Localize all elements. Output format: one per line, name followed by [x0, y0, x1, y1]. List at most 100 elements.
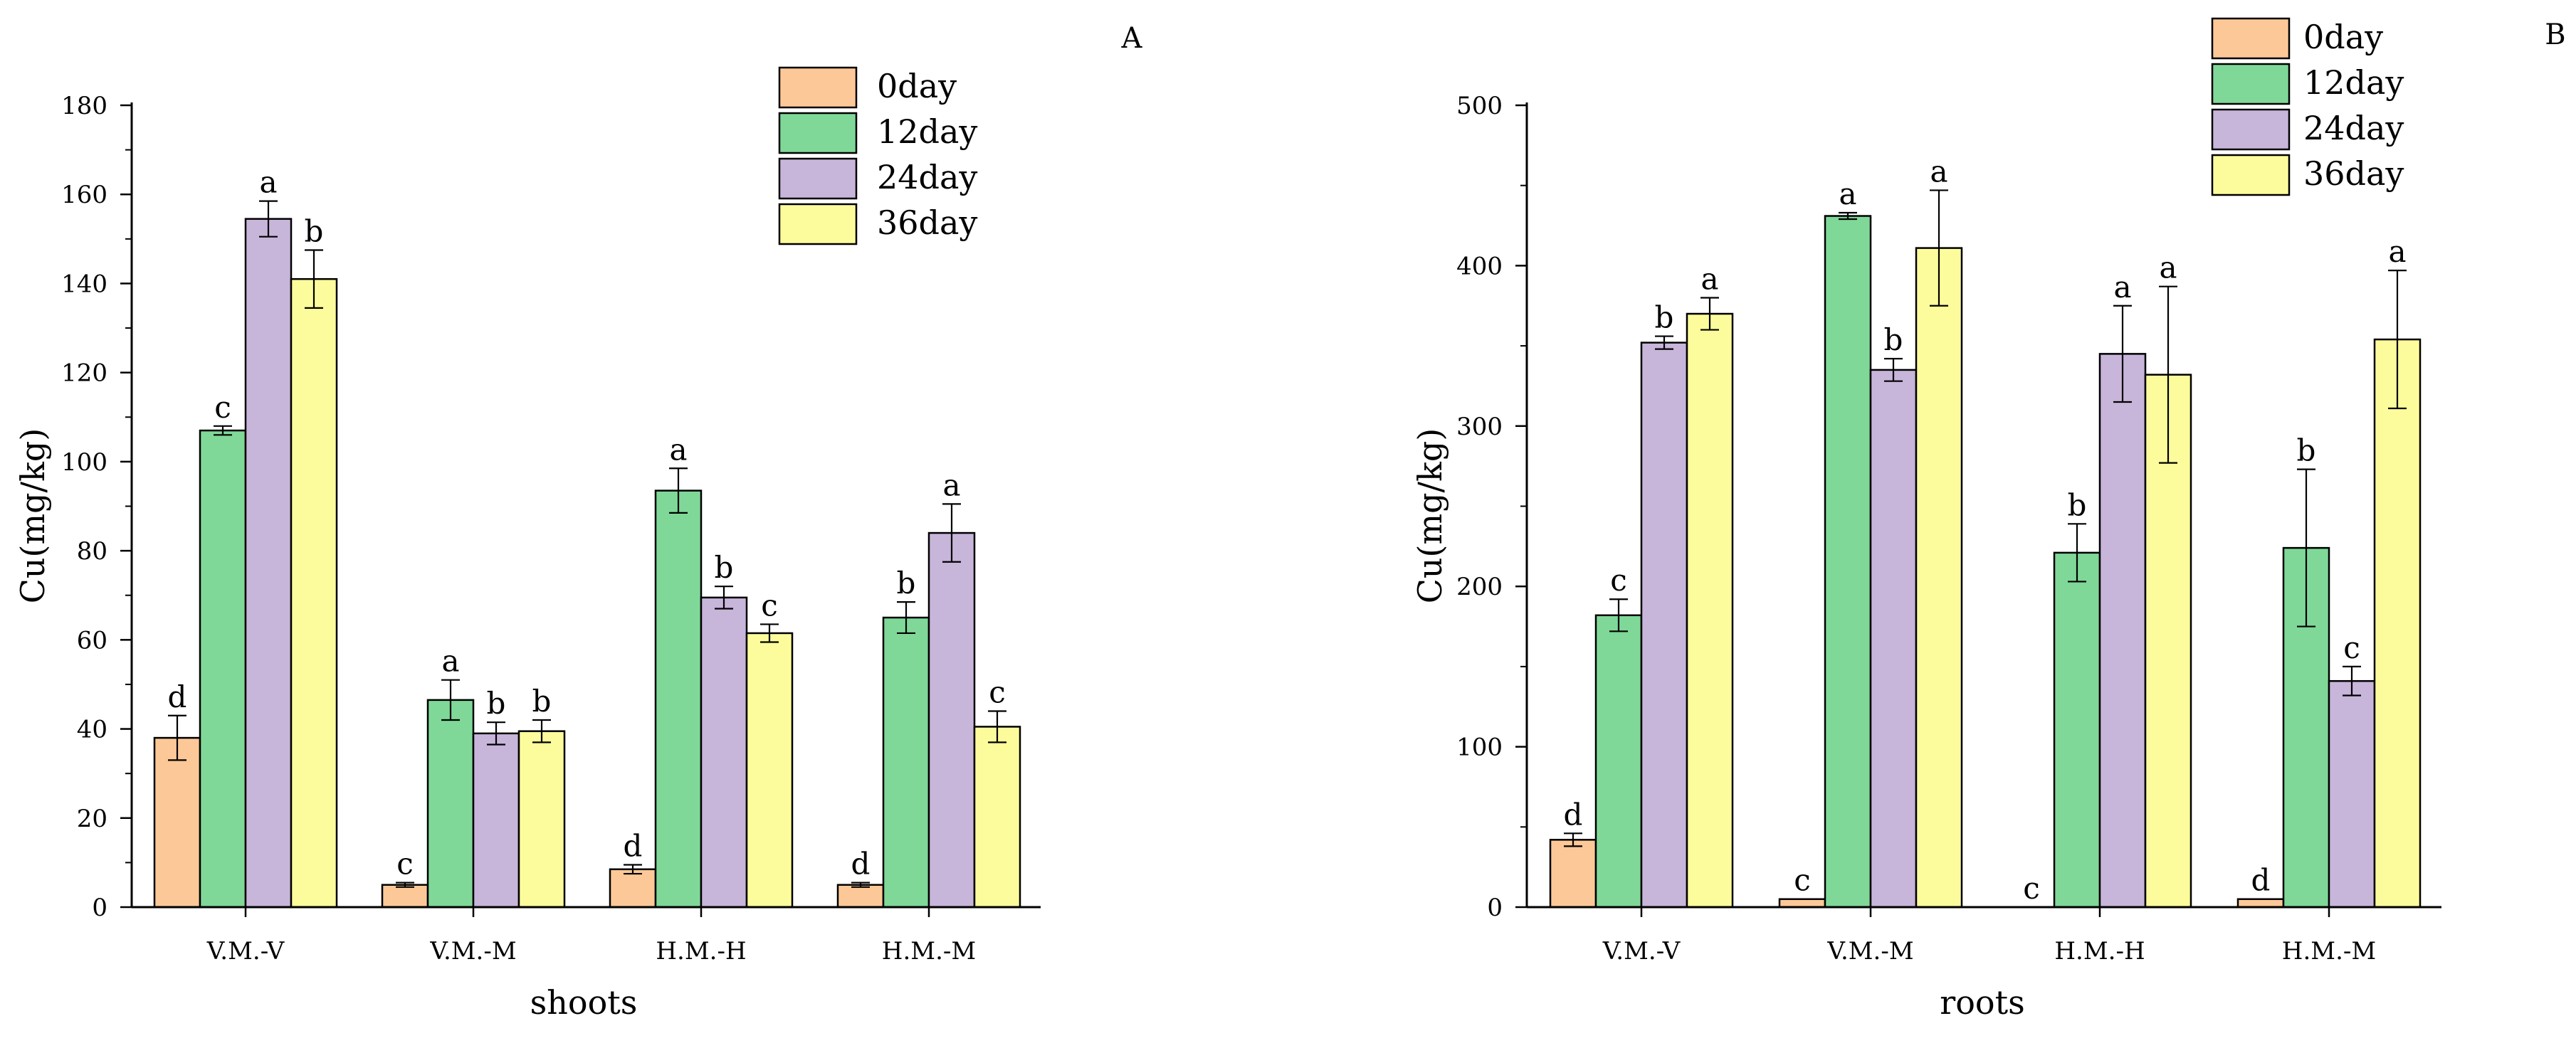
error-bar-V.M.-V-24day — [259, 200, 278, 238]
bar-V.M.-V-12day — [199, 429, 247, 909]
bar-V.M.-M-36day — [517, 730, 566, 909]
x-axis-title: roots — [1940, 983, 2024, 1022]
legend-swatch-0day — [778, 66, 858, 109]
error-bar-H.M.-M-36day — [2388, 270, 2407, 410]
x-tick-label: V.M.-M — [429, 937, 516, 965]
error-bar-V.M.-M-36day — [1930, 189, 1948, 307]
error-bar-H.M.-M-36day — [988, 710, 1006, 743]
significance-letter: c — [2343, 630, 2360, 665]
y-tick-label: 100 — [1456, 734, 1503, 762]
significance-letter: c — [396, 847, 414, 882]
significance-letter: c — [761, 588, 778, 623]
error-bar-H.M.-M-24day — [2343, 665, 2361, 697]
significance-letter: b — [715, 550, 734, 585]
significance-letter: b — [2297, 433, 2316, 468]
y-tick-label: 500 — [1456, 92, 1503, 120]
significance-letter: c — [1610, 563, 1627, 598]
significance-letter: d — [851, 847, 871, 882]
error-bar-H.M.-M-24day — [942, 503, 961, 563]
error-bars-layer — [168, 200, 1006, 888]
y-tick-label: 20 — [77, 805, 107, 833]
significance-letter: a — [1930, 154, 1947, 189]
error-bar-V.M.-M-12day — [441, 679, 460, 721]
error-bar-V.M.-M-36day — [532, 719, 551, 743]
x-tick-label: V.M.-V — [206, 937, 285, 965]
y-tick-label: 120 — [61, 359, 107, 388]
panel-label: A — [1121, 22, 1143, 55]
bar-H.M.-M-36day — [2373, 338, 2422, 909]
error-bar-H.M.-M-0day — [851, 882, 870, 888]
panel-label: B — [2545, 18, 2565, 51]
error-bar-V.M.-V-36day — [1700, 297, 1719, 331]
bar-H.M.-H-12day — [654, 489, 703, 909]
significance-letter: c — [1794, 863, 1811, 898]
significance-letter: a — [441, 644, 459, 679]
bar-V.M.-M-0day — [1778, 898, 1826, 909]
bar-V.M.-M-24day — [472, 732, 520, 909]
bar-H.M.-M-24day — [2328, 679, 2376, 909]
bars-layer — [153, 218, 1021, 909]
bar-V.M.-M-36day — [1915, 247, 1963, 909]
bar-H.M.-M-24day — [927, 531, 976, 909]
y-tick-label: 40 — [77, 716, 107, 744]
bar-H.M.-M-0day — [2236, 898, 2285, 909]
y-tick-label: 200 — [1456, 573, 1503, 601]
x-tick-label: V.M.-M — [1826, 937, 1913, 965]
legend-label-36day: 36day — [877, 203, 977, 242]
bar-H.M.-H-12day — [2053, 551, 2101, 909]
error-bar-V.M.-V-12day — [1609, 598, 1628, 632]
significance-letter: b — [2068, 487, 2087, 522]
bars-layer — [1549, 215, 2422, 909]
error-bar-H.M.-H-24day — [2113, 305, 2132, 403]
legend-label-0day: 0day — [2303, 18, 2383, 56]
legend-label-12day: 12day — [877, 112, 977, 151]
significance-letter: a — [2113, 270, 2131, 305]
legend-label-0day: 0day — [877, 67, 957, 105]
legend-label-12day: 12day — [2303, 63, 2404, 102]
bar-V.M.-V-36day — [1686, 312, 1734, 909]
significance-letter: d — [168, 679, 187, 714]
legend-swatch-24day — [778, 157, 858, 200]
legend-label-24day: 24day — [2303, 109, 2404, 147]
bar-V.M.-M-12day — [426, 699, 475, 909]
error-bar-V.M.-M-24day — [1884, 358, 1903, 382]
axes-layer: V.M.-V V.M.-M H.M.-H H.M.-M 0 20 40 60 80 100 120 1… — [61, 92, 1041, 965]
significance-letter: a — [669, 432, 687, 467]
bar-H.M.-H-36day — [745, 632, 794, 909]
error-bar-V.M.-V-0day — [168, 714, 186, 761]
error-bar-V.M.-V-0day — [1564, 832, 1582, 847]
y-tick-label: 60 — [77, 626, 107, 655]
significance-letter: b — [1884, 322, 1903, 357]
x-axis-title: shoots — [530, 983, 638, 1022]
bar-V.M.-M-24day — [1869, 369, 1918, 909]
bar-H.M.-H-24day — [2098, 353, 2147, 909]
y-tick-label: 160 — [61, 181, 107, 209]
significance-letter: a — [1839, 176, 1856, 211]
error-bar-V.M.-V-36day — [305, 249, 323, 309]
legend: 0day 12day 24day 36day — [2211, 17, 2404, 196]
error-bar-H.M.-H-36day — [2159, 285, 2177, 464]
y-tick-label: 300 — [1456, 413, 1503, 441]
axes-layer: V.M.-V V.M.-M H.M.-H H.M.-M 0 100 200 300 400 500 — [1456, 92, 2441, 965]
error-bar-H.M.-M-12day — [897, 601, 915, 635]
bar-V.M.-V-24day — [1640, 342, 1688, 909]
significance-letter: c — [2023, 871, 2040, 906]
error-bar-H.M.-H-12day — [669, 467, 688, 514]
x-tick-label: H.M.-M — [2282, 937, 2376, 965]
bar-V.M.-M-0day — [381, 884, 429, 909]
y-tick-label: 0 — [92, 894, 107, 922]
y-axis-title: Cu(mg/kg) — [1411, 428, 1449, 604]
significance-letter: a — [1700, 261, 1718, 296]
y-tick-label: 180 — [61, 92, 107, 120]
significance-letter: a — [2388, 234, 2406, 269]
bar-V.M.-V-12day — [1594, 614, 1643, 909]
significance-letter: c — [989, 675, 1006, 710]
y-tick-label: 100 — [61, 448, 107, 477]
bar-V.M.-V-0day — [1549, 839, 1597, 909]
error-bar-H.M.-H-36day — [760, 623, 779, 643]
legend-label-36day: 36day — [2303, 154, 2404, 193]
significance-letter: b — [305, 213, 324, 248]
